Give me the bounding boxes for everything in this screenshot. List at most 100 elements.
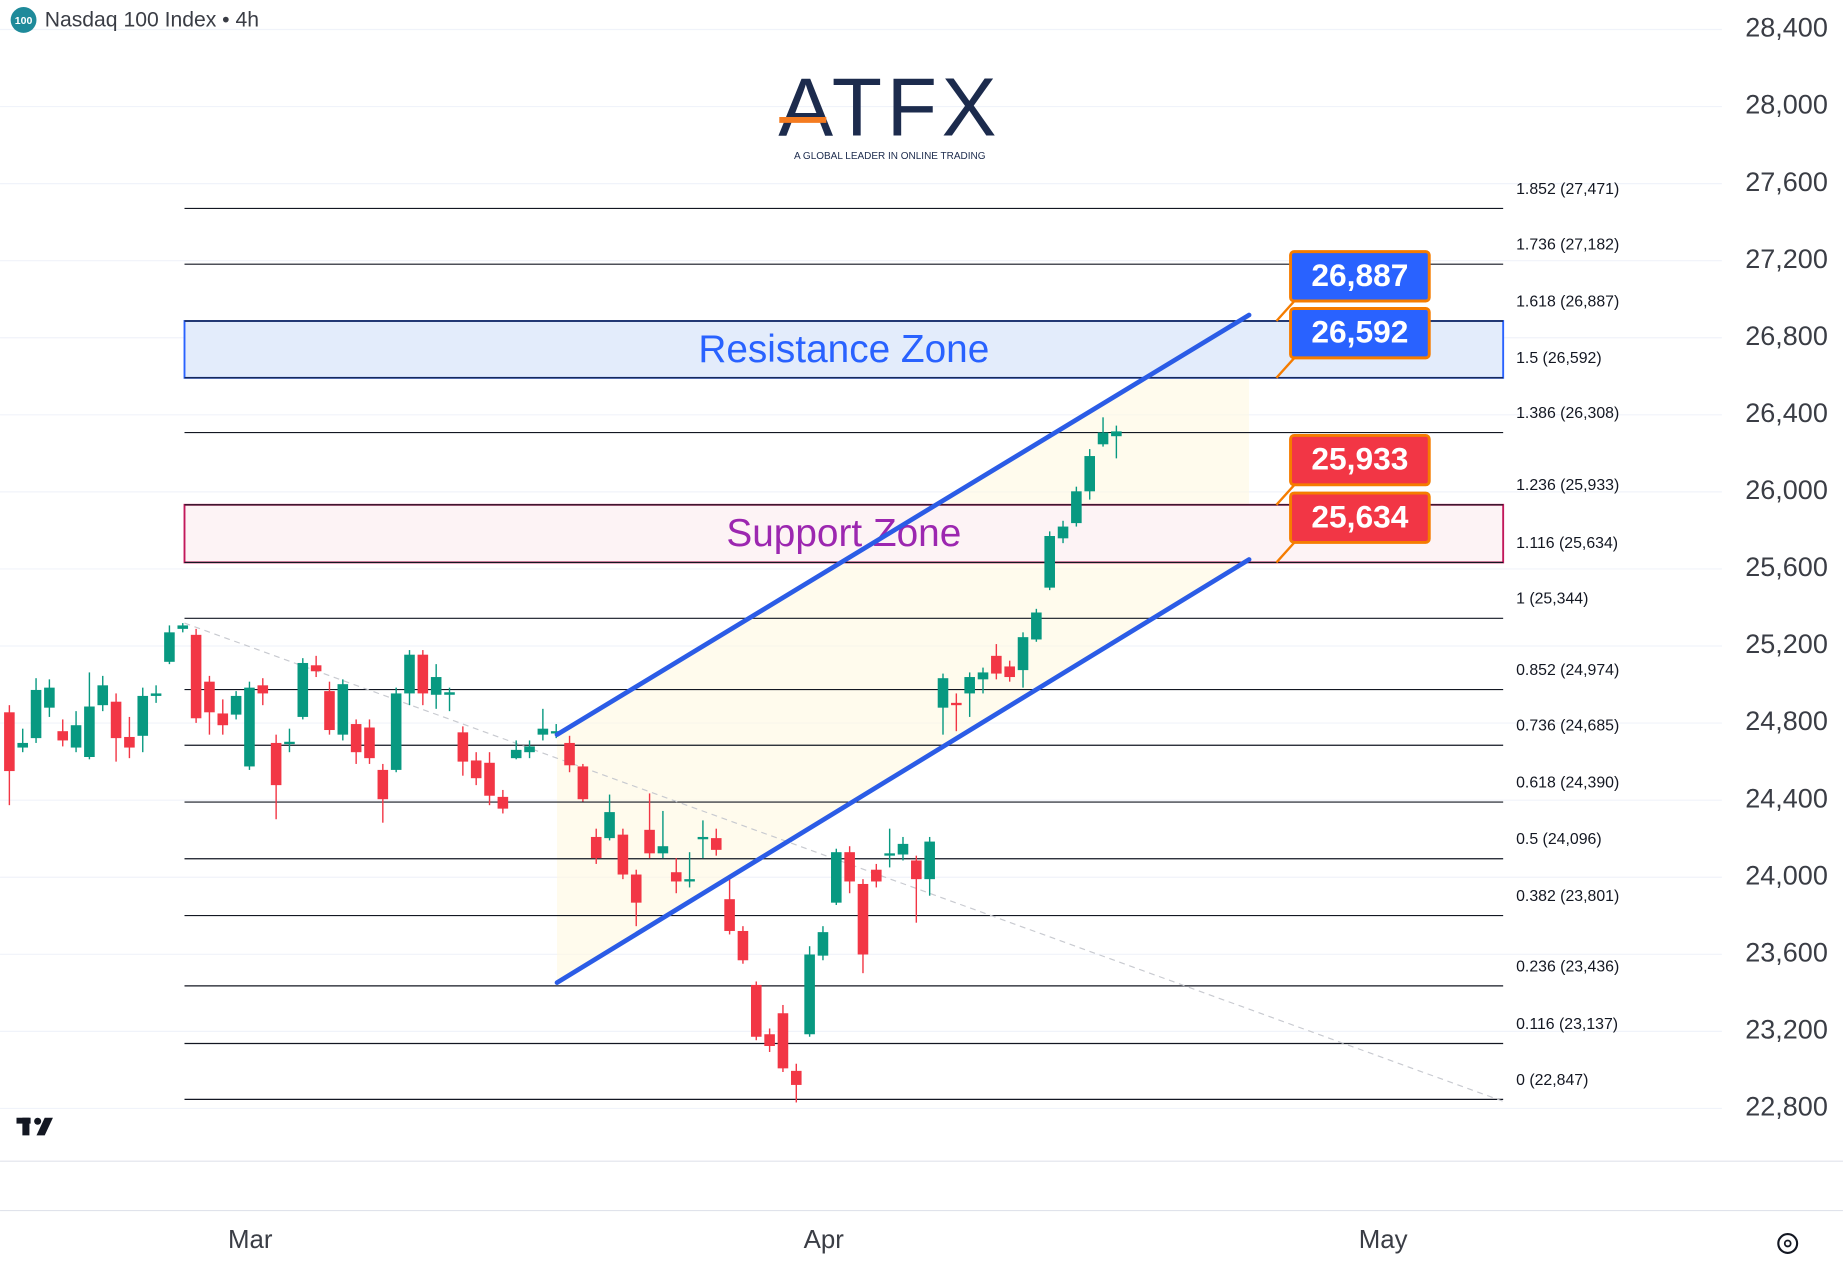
y-tick-label: 28,000 <box>1745 90 1828 120</box>
candle-body <box>1097 432 1109 445</box>
candle-body <box>1084 456 1095 492</box>
candle-body <box>684 879 695 882</box>
fib-label: 0.618 (24,390) <box>1516 774 1619 791</box>
candle-body <box>857 883 869 955</box>
fib-label: 0.736 (24,685) <box>1516 718 1619 735</box>
tv-logo-part <box>22 1117 30 1136</box>
candle-body <box>44 687 55 708</box>
candle-body <box>244 687 255 767</box>
candle-body <box>750 984 762 1037</box>
candle-body <box>204 681 215 713</box>
candle-body <box>404 654 415 694</box>
candle-body <box>911 860 922 880</box>
callout-box <box>1289 433 1431 487</box>
candle-body <box>297 662 309 717</box>
candle-body <box>524 746 535 753</box>
candle-body <box>364 727 375 759</box>
candle-body <box>497 796 509 809</box>
settings-icon-core[interactable] <box>1783 1239 1792 1248</box>
callout-box <box>1289 491 1431 544</box>
y-tick-label: 25,600 <box>1745 552 1828 582</box>
candle-body <box>630 874 642 903</box>
y-tick-label: 26,400 <box>1745 398 1828 428</box>
fib-label: 1.116 (25,634) <box>1516 535 1618 552</box>
candle-body <box>30 689 42 739</box>
y-tick-label: 23,200 <box>1745 1015 1828 1045</box>
zone-label: Support Zone <box>726 512 961 555</box>
candle-body <box>604 812 615 839</box>
fib-label: 0 (22,847) <box>1516 1072 1588 1089</box>
tv-logo <box>16 1117 53 1136</box>
candle-body <box>350 724 362 753</box>
candle-body <box>1071 491 1082 524</box>
candle-body <box>670 872 682 882</box>
y-tick-label: 27,200 <box>1745 244 1828 274</box>
candle-body <box>217 713 229 726</box>
fib-label: 1.5 (26,592) <box>1516 350 1602 367</box>
candle-body <box>257 685 269 694</box>
callout-label: 25,933 <box>1311 441 1408 477</box>
y-tick-label: 24,400 <box>1745 783 1828 813</box>
y-tick-label: 26,800 <box>1745 321 1828 351</box>
candle-body <box>430 677 442 695</box>
candle-body <box>270 742 282 786</box>
candle-body <box>150 693 162 696</box>
trend-line <box>184 622 1504 1102</box>
settings-icon[interactable] <box>1777 1233 1799 1254</box>
fib-label: 0.5 (24,096) <box>1516 831 1602 848</box>
x-tick-label: Mar <box>228 1226 273 1254</box>
candle-body <box>537 728 549 735</box>
candle-body <box>777 1013 789 1069</box>
callout-label: 25,634 <box>1311 498 1408 534</box>
candle-body <box>284 741 295 745</box>
candle-body <box>764 1034 775 1047</box>
fib-label: 1.736 (27,182) <box>1516 237 1619 254</box>
candle-body <box>977 672 989 680</box>
candle-body <box>484 762 495 796</box>
candle-body <box>831 852 842 903</box>
tv-logo-part <box>36 1117 53 1136</box>
candle-body <box>617 834 629 875</box>
settings-icon-ring[interactable] <box>1777 1233 1799 1254</box>
fib-label: 0.236 (23,436) <box>1516 958 1619 975</box>
candle-body <box>964 677 975 694</box>
candle-body <box>1057 526 1069 539</box>
channel-fill <box>557 315 1250 983</box>
candle-body <box>1031 612 1042 640</box>
fib-label: 1.618 (26,887) <box>1516 293 1619 310</box>
candle-body <box>1111 431 1122 437</box>
candle-body <box>17 742 29 748</box>
main-layer: 22,800 23,200 23,600 24,000 24,400 24,800 25,2… <box>4 13 1828 1254</box>
fib-label: 0.116 (23,137) <box>1516 1016 1618 1033</box>
candle-body <box>57 731 69 741</box>
y-tick-label: 22,800 <box>1745 1092 1828 1122</box>
fib-label: 1.236 (25,933) <box>1516 477 1619 494</box>
y-tick-label: 28,400 <box>1745 13 1828 43</box>
candle-body <box>70 725 82 748</box>
logo-tagline: A GLOBAL LEADER IN ONLINE TRADING <box>794 151 986 162</box>
candle-body <box>550 731 562 734</box>
candle-body <box>871 869 882 882</box>
fib-label: 1 (25,344) <box>1516 591 1588 608</box>
callout-label: 26,887 <box>1311 257 1408 293</box>
candle-body <box>164 632 175 662</box>
candle-body <box>510 749 522 759</box>
candle-body <box>951 702 962 706</box>
candle-body <box>230 695 242 715</box>
y-tick-label: 26,000 <box>1745 475 1828 505</box>
candle-body <box>97 685 109 706</box>
candle-body <box>644 829 655 854</box>
candle-body <box>1044 536 1055 588</box>
channel-line <box>554 312 1252 738</box>
candle-body <box>991 655 1002 674</box>
chart-title: Nasdaq 100 Index • 4h <box>45 9 259 32</box>
x-tick-label: May <box>1359 1226 1408 1254</box>
y-tick-label: 23,600 <box>1745 937 1828 967</box>
candle-body <box>577 766 589 800</box>
candle-body <box>790 1070 802 1085</box>
callout-label: 26,592 <box>1311 314 1408 350</box>
fib-label: 1.386 (26,308) <box>1516 405 1619 422</box>
symbol-badge <box>10 7 37 33</box>
